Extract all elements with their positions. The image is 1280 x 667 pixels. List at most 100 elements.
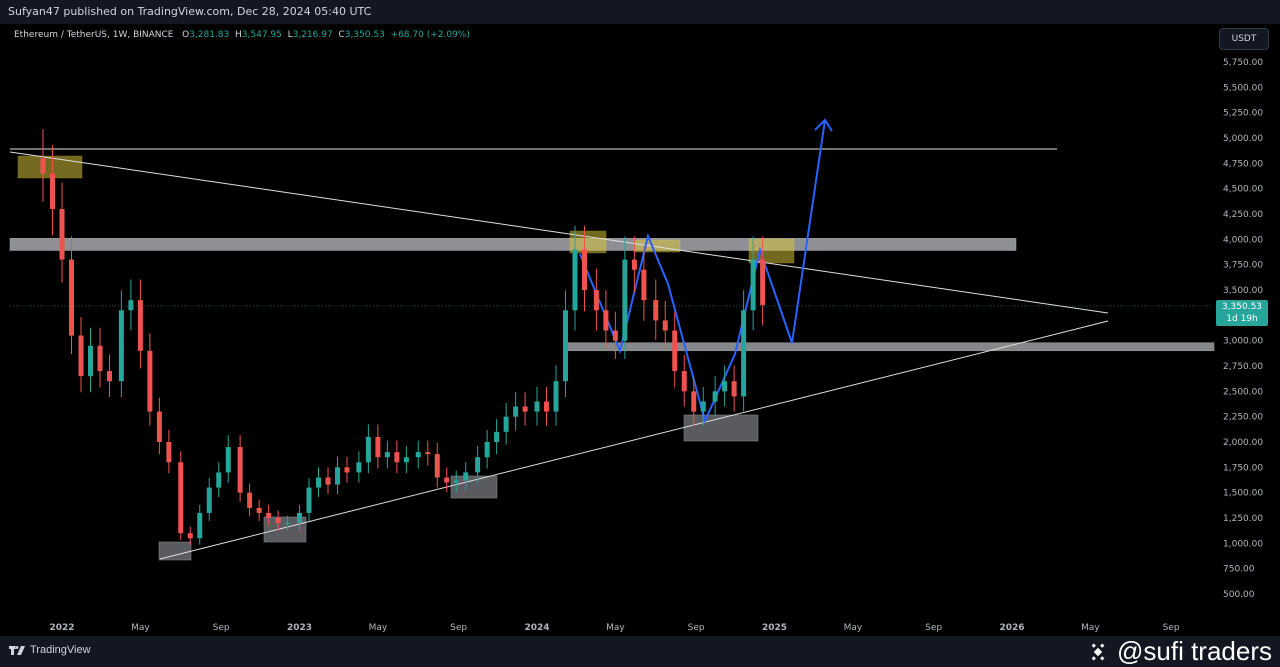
candle — [513, 392, 519, 431]
currency-button[interactable]: USDT — [1219, 28, 1269, 50]
candle-body — [691, 391, 697, 412]
y-tick-label: 5,750.00 — [1223, 58, 1263, 68]
y-tick-label: 3,500.00 — [1223, 286, 1263, 296]
candle-body — [40, 158, 46, 174]
y-tick-label: 1,750.00 — [1223, 463, 1263, 473]
candle — [622, 236, 628, 359]
candle-body — [731, 381, 737, 397]
candle-body — [375, 436, 381, 458]
binance-icon — [1091, 643, 1105, 660]
x-tick-label: May — [844, 623, 863, 633]
candle-body — [453, 480, 459, 483]
candle — [266, 505, 272, 526]
candle — [475, 445, 481, 483]
candle-body — [197, 512, 203, 539]
author-watermark: @sufi traders — [1085, 636, 1272, 667]
candle — [247, 483, 253, 517]
candle — [88, 327, 93, 393]
candle — [672, 311, 678, 388]
candle-body — [285, 523, 291, 525]
tradingview-icon — [9, 646, 25, 655]
candle — [503, 402, 509, 445]
candle — [593, 268, 599, 331]
candle — [78, 317, 84, 393]
top-highlight-box — [633, 239, 681, 253]
candle — [522, 392, 528, 426]
candle — [544, 386, 549, 426]
candle-body — [275, 518, 281, 524]
x-tick-label: Sep — [688, 623, 705, 633]
brand-label: TradingView — [30, 644, 91, 656]
candle-body — [513, 406, 519, 417]
candle-body — [403, 457, 409, 463]
candle-body — [365, 436, 371, 463]
candle-body — [256, 507, 262, 513]
bar-countdown: 1d 19h — [1226, 314, 1258, 324]
top-highlight-box — [569, 230, 607, 254]
candle-body — [69, 259, 74, 336]
last-price-tag: 3,350.53 1d 19h — [1216, 300, 1268, 326]
candle — [750, 236, 756, 331]
y-tick-label: 4,000.00 — [1223, 235, 1263, 245]
candle-body — [534, 401, 540, 412]
candle-body — [316, 477, 321, 488]
low-highlight-box — [683, 414, 759, 442]
support-zone — [565, 342, 1215, 352]
candle — [572, 225, 578, 331]
chart-canvas[interactable]: 500.00 750.00 1,000.00 1,250.00 1,500.00 1,75… — [0, 24, 1280, 636]
x-tick-label: Sep — [1163, 623, 1180, 633]
candle-body — [128, 300, 134, 311]
candle — [731, 365, 737, 412]
candle — [178, 451, 184, 540]
candle-body — [622, 259, 628, 341]
tradingview-logo[interactable]: TradingView — [8, 644, 91, 656]
candle — [534, 386, 540, 426]
candle-body — [356, 462, 362, 473]
candle-body — [553, 381, 559, 412]
candle — [553, 365, 559, 426]
candle-body — [118, 310, 124, 382]
candle-body — [415, 452, 421, 458]
candle-body — [563, 310, 568, 382]
candle — [107, 354, 112, 398]
x-tick-label: 2026 — [999, 623, 1024, 633]
candle-body — [156, 411, 162, 442]
candle — [275, 510, 281, 531]
candle-body — [662, 320, 668, 331]
candle — [335, 456, 340, 495]
candle-body — [216, 472, 222, 488]
change-value: +68.70 (+2.09%) — [390, 30, 470, 40]
candle-body — [137, 300, 143, 351]
descending-trendline — [9, 151, 1109, 314]
resistance-zone — [9, 238, 1017, 251]
candle — [156, 397, 162, 455]
candle — [453, 470, 459, 493]
publish-info: Sufyan47 published on TradingView.com, D… — [0, 0, 1280, 24]
candle — [741, 290, 747, 412]
candle — [137, 279, 143, 369]
projection-path — [579, 119, 826, 424]
candle — [434, 442, 440, 488]
candle — [700, 386, 706, 426]
candle — [365, 424, 371, 474]
candle-body — [166, 442, 172, 463]
watermark-label: @sufi traders — [1117, 636, 1272, 666]
candle — [394, 440, 400, 474]
y-tick-label: 1,500.00 — [1223, 489, 1263, 499]
candle-body — [582, 249, 587, 290]
candle — [403, 445, 409, 474]
price-chart[interactable]: 500.00 750.00 1,000.00 1,250.00 1,500.00 1,75… — [0, 24, 1280, 636]
y-tick-label: 1,000.00 — [1223, 539, 1263, 549]
candle-body — [631, 259, 637, 270]
candle — [187, 526, 193, 545]
candle-body — [494, 431, 500, 442]
open-label: O — [182, 30, 190, 40]
candle-body — [463, 472, 469, 481]
x-tick-label: 2025 — [762, 623, 787, 633]
candle-body — [544, 401, 549, 412]
candle — [237, 435, 243, 502]
candle — [631, 236, 637, 293]
candle-body — [681, 371, 687, 392]
candle-body — [722, 381, 728, 392]
candle-body — [78, 335, 84, 377]
